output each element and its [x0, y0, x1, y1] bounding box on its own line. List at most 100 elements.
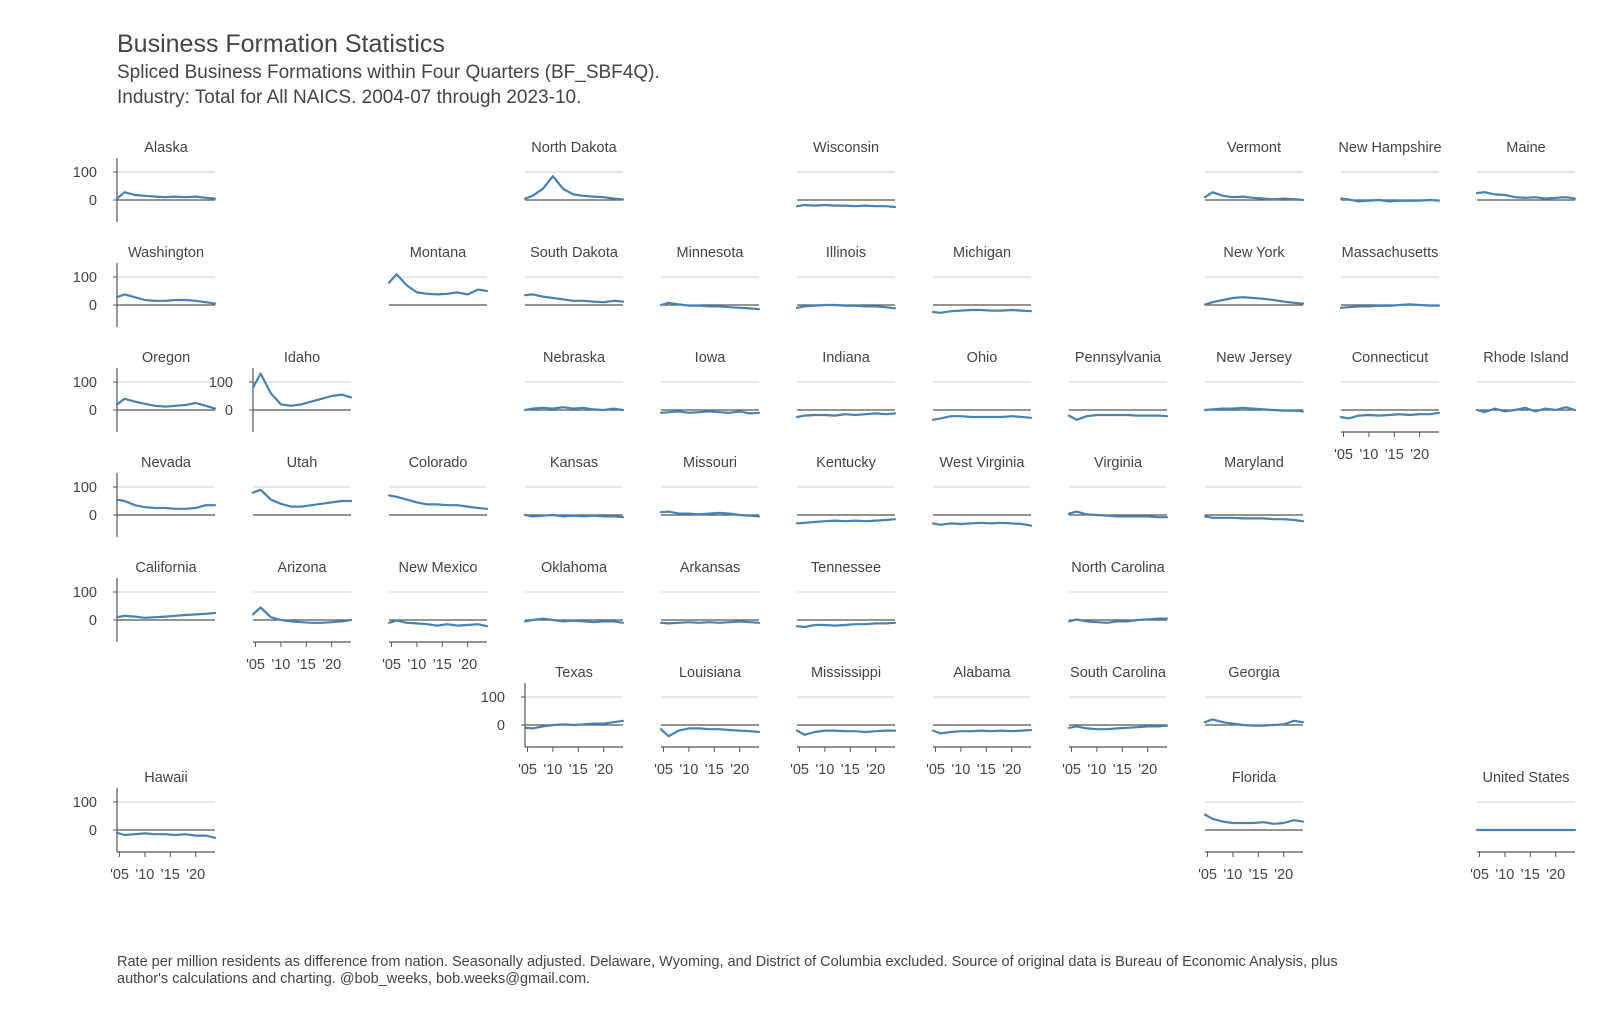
facet-panel: New Hampshire	[1338, 140, 1442, 203]
series-line	[659, 727, 761, 738]
y-tick-label: 0	[89, 823, 97, 839]
x-tick-label: '20	[1274, 867, 1293, 883]
facet-title: Idaho	[284, 350, 320, 366]
facet-panel: Georgia	[1203, 665, 1305, 727]
facet-title: Florida	[1232, 770, 1277, 786]
series-line	[659, 510, 761, 518]
facet-title: Michigan	[953, 245, 1011, 261]
x-tick-label: '15	[841, 762, 860, 778]
facet-panel: Maryland	[1203, 455, 1305, 523]
facet-title: Minnesota	[677, 245, 745, 261]
facet-title: United States	[1482, 770, 1569, 786]
x-tick-label: '20	[1546, 867, 1565, 883]
facet-panel: Hawaii 0 100 '05 '10 '15 '20	[73, 770, 217, 883]
facet-panel: Missouri	[659, 455, 761, 518]
facet-title: Virginia	[1094, 455, 1143, 471]
x-tick-label: '20	[594, 762, 613, 778]
y-tick-label: 0	[89, 298, 97, 314]
chart-subtitle-industry: Industry: Total for All NAICS. 2004-07 t…	[117, 87, 582, 108]
x-tick-label: '15	[433, 657, 452, 673]
x-tick-label: '05	[1062, 762, 1081, 778]
facet-panel: Idaho 0 100	[209, 350, 353, 432]
x-tick-label: '10	[1223, 867, 1242, 883]
facet-title: Alabama	[953, 665, 1011, 681]
facet-panel: Florida '05 '10 '15 '20	[1198, 770, 1305, 883]
x-tick-label: '15	[161, 867, 180, 883]
x-tick-label: '15	[705, 762, 724, 778]
facet-panel: New Jersey	[1203, 350, 1305, 413]
facet-panel: Mississippi '05 '10 '15 '20	[790, 665, 897, 778]
facet-panel: Pennsylvania	[1067, 350, 1169, 421]
facet-panel: Michigan	[931, 245, 1033, 314]
facet-panel: California 0 100	[73, 560, 217, 642]
facet-title: Montana	[410, 245, 467, 261]
facet-title: New Jersey	[1216, 350, 1292, 366]
facet-title: Wisconsin	[813, 140, 879, 156]
x-tick-label: '05	[1198, 867, 1217, 883]
facet-title: Nebraska	[543, 350, 606, 366]
facet-panel: Utah	[251, 455, 353, 516]
x-tick-label: '10	[1495, 867, 1514, 883]
facet-title: Georgia	[1228, 665, 1281, 681]
facet-panel: Washington 0 100	[73, 245, 217, 327]
facet-panel: Indiana	[795, 350, 897, 419]
x-tick-label: '05	[518, 762, 537, 778]
series-line	[795, 412, 897, 419]
facet-panel: Iowa	[659, 350, 761, 415]
series-line	[1339, 197, 1441, 203]
series-line	[795, 621, 897, 629]
x-tick-label: '15	[569, 762, 588, 778]
x-tick-label: '10	[271, 657, 290, 673]
facet-title: Mississippi	[811, 665, 881, 681]
facet-title: Louisiana	[679, 665, 742, 681]
x-tick-label: '20	[1410, 447, 1429, 463]
y-tick-label: 100	[73, 480, 97, 496]
facet-panel: Nevada 0 100	[73, 455, 217, 537]
facet-panel: Alabama '05 '10 '15 '20	[926, 665, 1033, 778]
facet-panel: Virginia	[1067, 455, 1169, 519]
facet-panel: Vermont	[1203, 140, 1305, 202]
facet-title: Vermont	[1227, 140, 1281, 156]
x-tick-label: '10	[135, 867, 154, 883]
series-line	[1203, 813, 1305, 825]
facet-panel: Texas 0 100 '05 '10 '15 '20	[481, 665, 625, 778]
series-line	[523, 293, 625, 304]
facet-title: Ohio	[967, 350, 998, 366]
y-tick-label: 0	[89, 613, 97, 629]
series-line	[659, 620, 761, 625]
series-line	[1067, 413, 1169, 421]
x-tick-label: '05	[790, 762, 809, 778]
facet-title: Maryland	[1224, 455, 1284, 471]
series-line	[1067, 617, 1169, 624]
series-line	[795, 203, 897, 209]
facet-title: Nevada	[141, 455, 192, 471]
series-line	[1067, 510, 1169, 519]
x-tick-label: '10	[679, 762, 698, 778]
series-line	[1203, 718, 1305, 727]
facet-panel: Louisiana '05 '10 '15 '20	[654, 665, 761, 778]
facet-panel: North Carolina	[1067, 560, 1169, 624]
x-tick-label: '05	[246, 657, 265, 673]
facet-panel: Tennessee	[795, 560, 897, 629]
facet-panel: Arkansas	[659, 560, 761, 625]
series-line	[931, 728, 1033, 735]
series-line	[931, 415, 1033, 421]
facet-title: Connecticut	[1352, 350, 1429, 366]
series-line	[1339, 411, 1441, 420]
facet-title: Rhode Island	[1483, 350, 1568, 366]
series-line	[659, 301, 761, 311]
facet-title: North Dakota	[531, 140, 617, 156]
facet-panel: New Mexico '05 '10 '15 '20	[382, 560, 489, 673]
series-line	[795, 518, 897, 525]
series-line	[523, 406, 625, 412]
facet-panel: Alaska 0 100	[73, 140, 217, 222]
x-tick-label: '20	[1138, 762, 1157, 778]
series-line	[115, 293, 217, 305]
x-tick-label: '20	[730, 762, 749, 778]
facet-panel: Ohio	[931, 350, 1033, 421]
y-tick-label: 0	[89, 193, 97, 209]
facet-title: South Carolina	[1070, 665, 1167, 681]
facet-title: Illinois	[826, 245, 866, 261]
facet-panel: Connecticut '05 '10 '15 '20	[1334, 350, 1441, 463]
facet-panel: North Dakota	[523, 140, 625, 201]
